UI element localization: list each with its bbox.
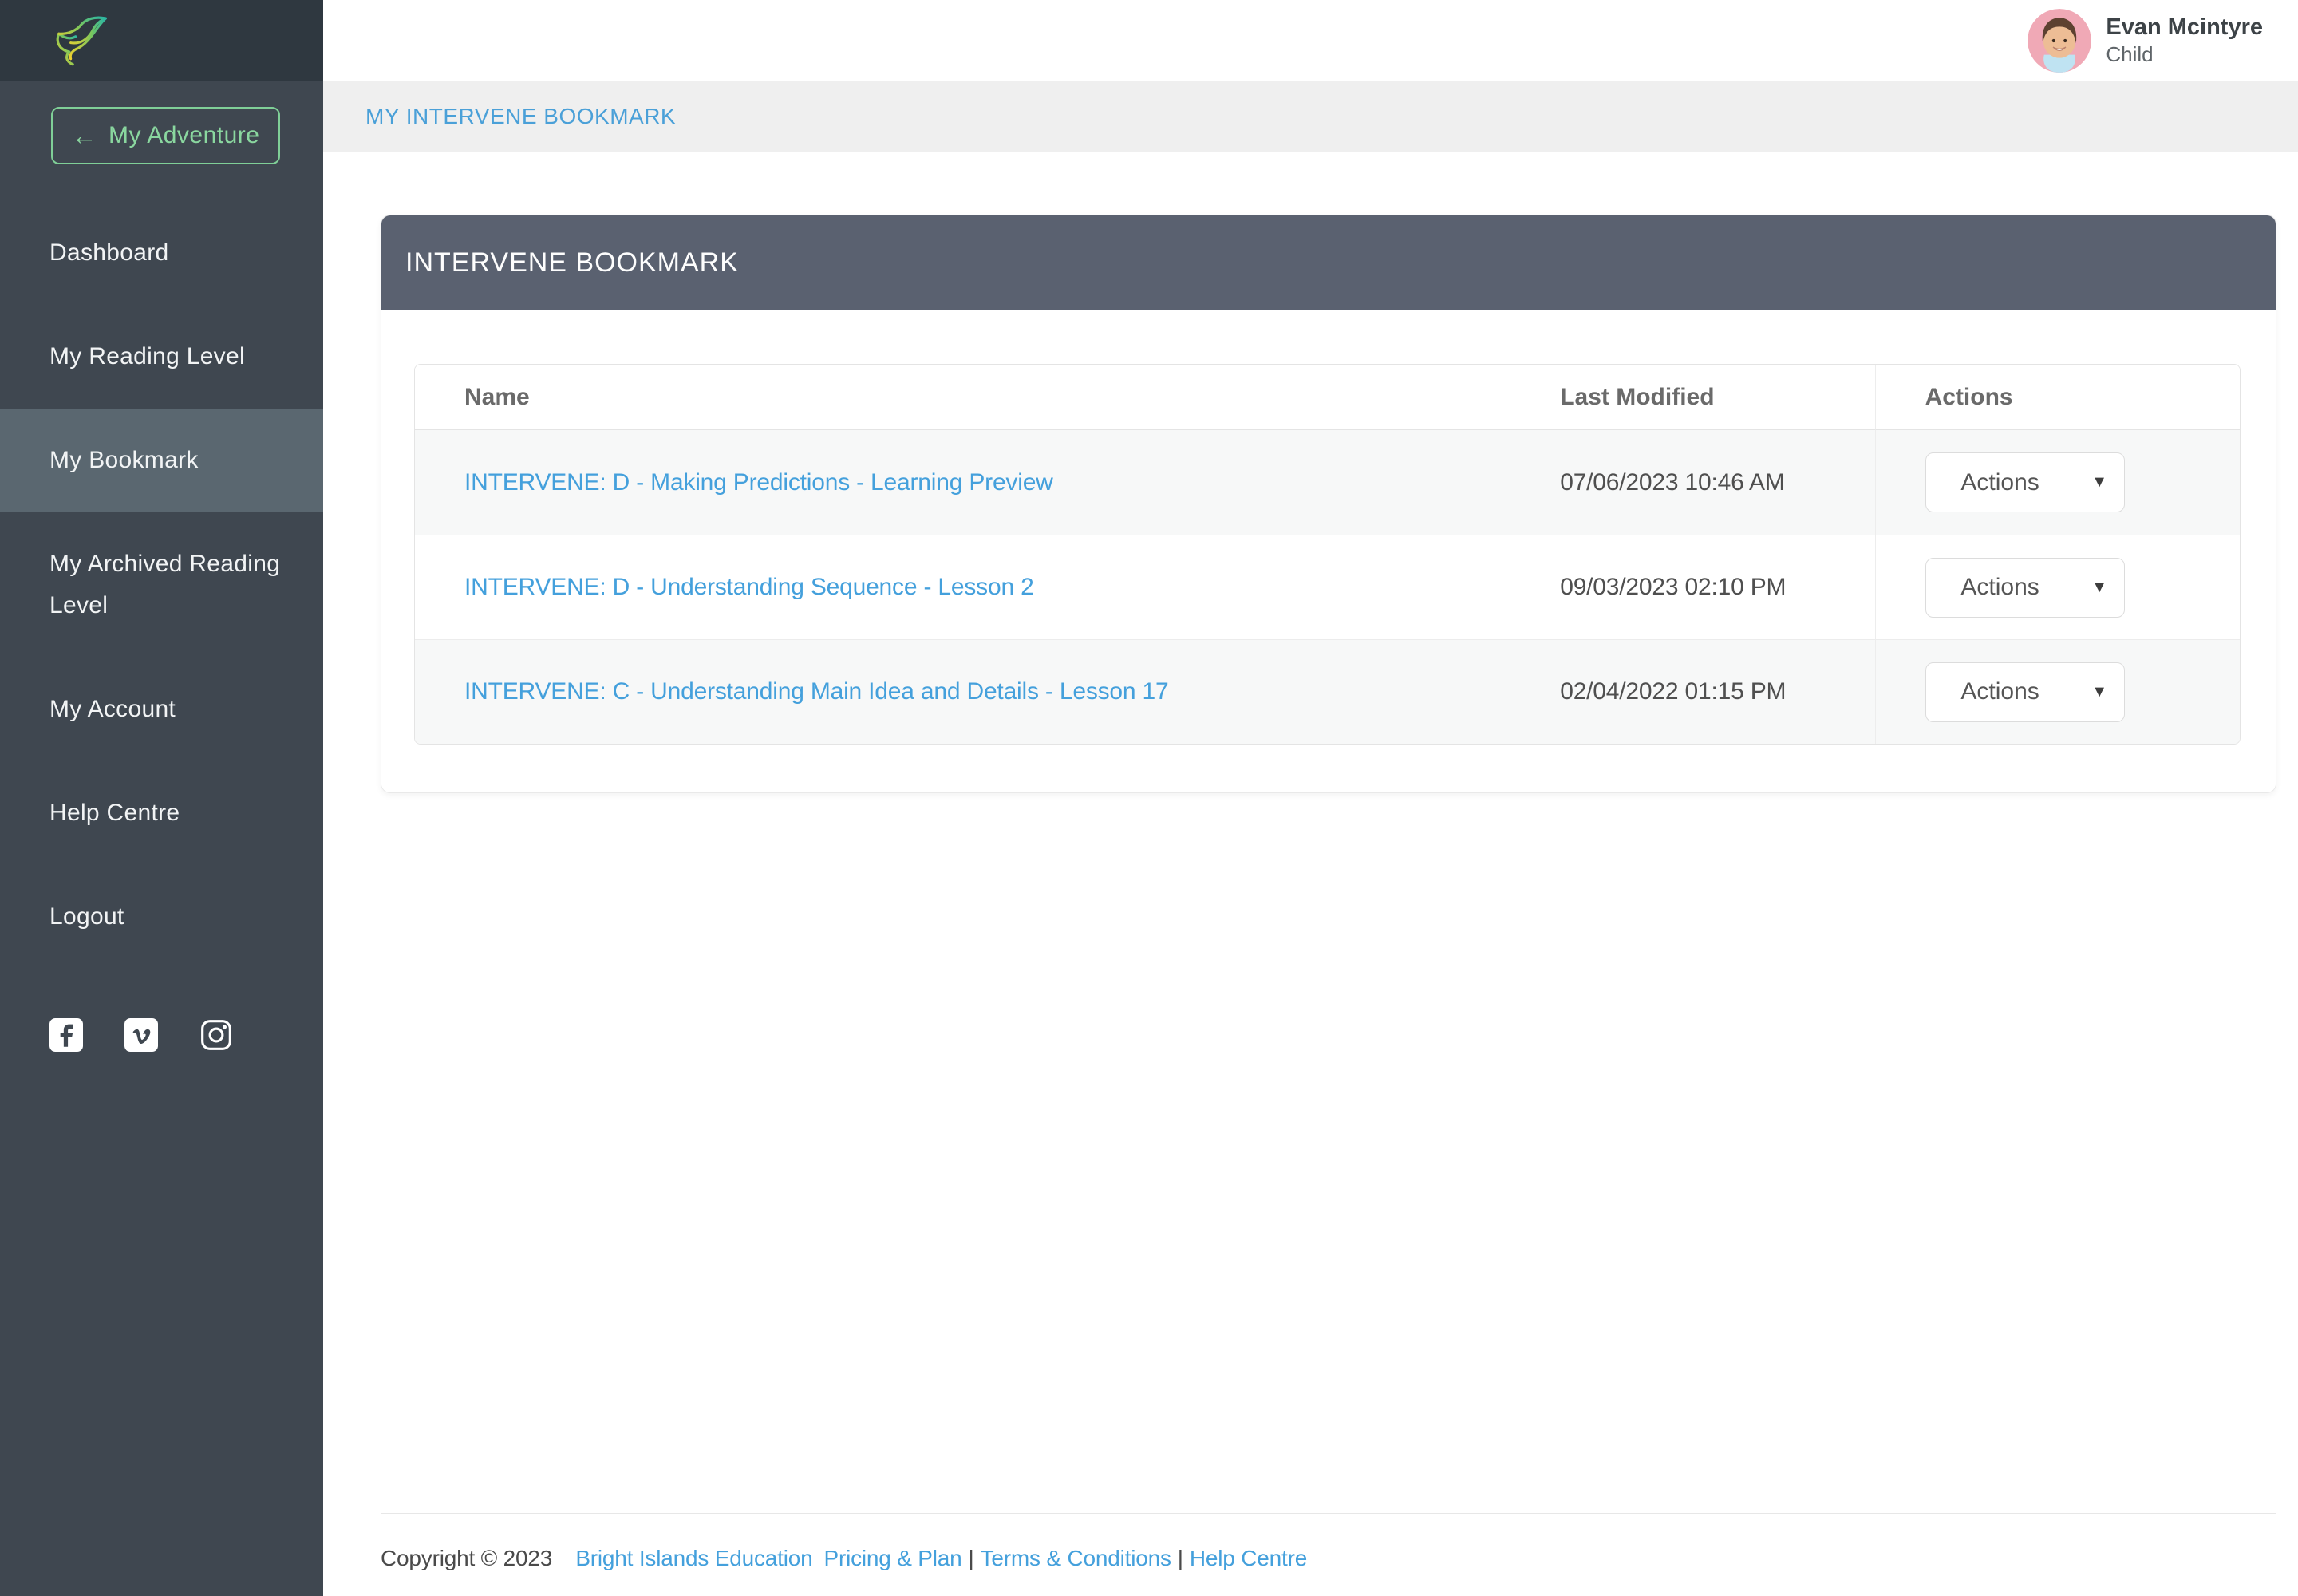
column-header-last-modified: Last Modified	[1510, 365, 1875, 430]
sidebar-item-my-bookmark[interactable]: My Bookmark	[0, 409, 323, 512]
sidebar-item-label: My Account	[49, 696, 176, 722]
card-header: INTERVENE BOOKMARK	[381, 215, 2276, 310]
footer-separator: |	[1177, 1546, 1183, 1570]
sidebar-item-help-centre[interactable]: Help Centre	[0, 761, 323, 865]
chevron-down-icon[interactable]: ▼	[2074, 558, 2124, 617]
bookmark-table-body: INTERVENE: D - Making Predictions - Lear…	[415, 430, 2240, 744]
page-title: INTERVENE BOOKMARK	[405, 247, 739, 278]
actions-button[interactable]: Actions ▼	[1925, 452, 2125, 512]
facebook-icon[interactable]	[49, 1018, 83, 1052]
last-modified: 07/06/2023 10:46 AM	[1560, 468, 1785, 496]
last-modified: 09/03/2023 02:10 PM	[1560, 574, 1787, 600]
user-info: Evan Mcintyre Child	[2106, 14, 2263, 67]
main-content: INTERVENE BOOKMARK Name Last Modified Ac…	[323, 152, 2298, 1513]
page-footer: Copyright © 2023 Bright Islands Educatio…	[381, 1513, 2276, 1596]
avatar	[2028, 9, 2092, 73]
footer-link-bright-islands-education[interactable]: Bright Islands Education	[575, 1546, 813, 1570]
sidebar: ← My Adventure Dashboard My Reading Level…	[0, 0, 323, 1596]
bookmark-link[interactable]: INTERVENE: D - Understanding Sequence - …	[464, 574, 1034, 600]
sidebar-item-my-archived-reading-level[interactable]: My Archived Reading Level	[0, 512, 323, 658]
actions-button[interactable]: Actions ▼	[1925, 557, 2125, 618]
social-icons-row	[0, 1018, 323, 1052]
footer-separator: |	[968, 1546, 974, 1570]
user-role: Child	[2106, 42, 2154, 67]
table-row: INTERVENE: D - Understanding Sequence - …	[415, 535, 2240, 639]
breadcrumb-bar: MY INTERVENE BOOKMARK	[323, 81, 2298, 152]
user-menu[interactable]: Evan Mcintyre Child	[2028, 9, 2263, 73]
table-header-row: Name Last Modified Actions	[415, 365, 2240, 430]
actions-button-label: Actions	[1960, 678, 2039, 705]
bookmark-table: Name Last Modified Actions INTERVENE: D …	[414, 364, 2241, 745]
bookmark-link[interactable]: INTERVENE: C - Understanding Main Idea a…	[464, 678, 1169, 705]
actions-button[interactable]: Actions ▼	[1925, 662, 2125, 722]
back-arrow-icon: ←	[71, 121, 98, 150]
column-header-actions: Actions	[1874, 365, 2240, 430]
chevron-down-icon[interactable]: ▼	[2074, 453, 2124, 512]
bookmark-link[interactable]: INTERVENE: D - Making Predictions - Lear…	[464, 468, 1053, 496]
copyright-text: Copyright © 2023	[381, 1546, 553, 1570]
vimeo-icon[interactable]	[124, 1018, 158, 1052]
footer-link-pricing-plan[interactable]: Pricing & Plan	[823, 1546, 962, 1570]
sidebar-item-label: My Bookmark	[49, 447, 199, 473]
column-header-name: Name	[415, 365, 1510, 430]
sidebar-item-label: Dashboard	[49, 239, 169, 266]
top-header: Evan Mcintyre Child	[323, 0, 2298, 81]
sidebar-item-logout[interactable]: Logout	[0, 865, 323, 969]
sidebar-item-label: My Reading Level	[49, 343, 245, 369]
sidebar-item-label: Logout	[49, 903, 124, 930]
breadcrumb[interactable]: MY INTERVENE BOOKMARK	[365, 104, 677, 128]
footer-links: Bright Islands Education Pricing & Plan | T…	[575, 1546, 1307, 1570]
card-body: Name Last Modified Actions INTERVENE: D …	[381, 310, 2276, 792]
main-column: Evan Mcintyre Child MY INTERVENE BOOKMAR…	[323, 0, 2298, 1596]
chevron-down-icon[interactable]: ▼	[2074, 662, 2124, 721]
footer-link-help-centre[interactable]: Help Centre	[1189, 1546, 1308, 1570]
user-name: Evan Mcintyre	[2106, 14, 2263, 41]
table-row: INTERVENE: C - Understanding Main Idea a…	[415, 639, 2240, 744]
sidebar-item-dashboard[interactable]: Dashboard	[0, 201, 323, 305]
sidebar-item-label: Help Centre	[49, 800, 180, 826]
instagram-icon[interactable]	[199, 1018, 233, 1052]
sidebar-item-my-account[interactable]: My Account	[0, 658, 323, 761]
my-adventure-label: My Adventure	[109, 122, 260, 148]
actions-button-label: Actions	[1960, 468, 2039, 496]
last-modified: 02/04/2022 01:15 PM	[1560, 678, 1787, 705]
sidebar-item-my-reading-level[interactable]: My Reading Level	[0, 305, 323, 409]
intervene-bookmark-card: INTERVENE BOOKMARK Name Last Modified Ac…	[381, 215, 2276, 793]
my-adventure-back-button[interactable]: ← My Adventure	[51, 107, 280, 164]
sidebar-item-label: My Archived Reading Level	[49, 551, 281, 618]
sidebar-nav: Dashboard My Reading Level My Bookmark My A…	[0, 201, 323, 969]
actions-button-label: Actions	[1960, 574, 2039, 600]
sidebar-logo-area	[0, 0, 323, 81]
hummingbird-logo-icon[interactable]	[46, 10, 113, 72]
footer-link-terms-conditions[interactable]: Terms & Conditions	[980, 1546, 1171, 1570]
table-row: INTERVENE: D - Making Predictions - Lear…	[415, 430, 2240, 535]
